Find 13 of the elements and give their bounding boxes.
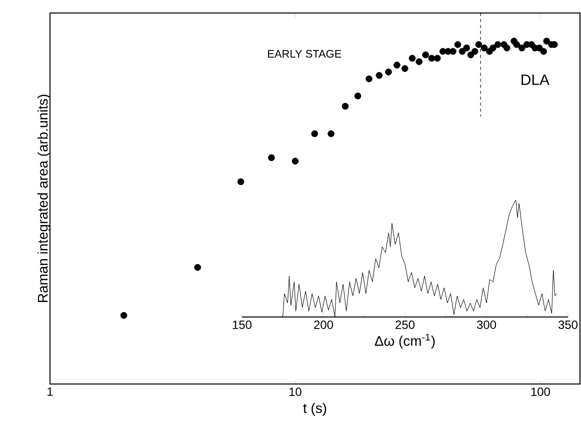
x-tick-label: 10 [289,388,302,396]
annotation: EARLY STAGE [268,50,342,58]
x-tick-label: 350 [558,320,578,329]
x-tick-label: 200 [314,320,334,329]
x-tick-label: 250 [396,320,415,329]
y-axis-title: Raman integrated area (arb.units) [37,94,50,302]
x-axis-title: t (s) [303,402,326,416]
annotation: DLA [522,74,550,85]
x-tick-label: 100 [531,388,550,396]
x-tick-label: 300 [476,320,496,329]
x-tick-label: 1 [48,388,53,396]
x-tick-label: 150 [232,320,252,329]
x-axis-title: Δω (cm$^{-1}$) [374,334,435,349]
